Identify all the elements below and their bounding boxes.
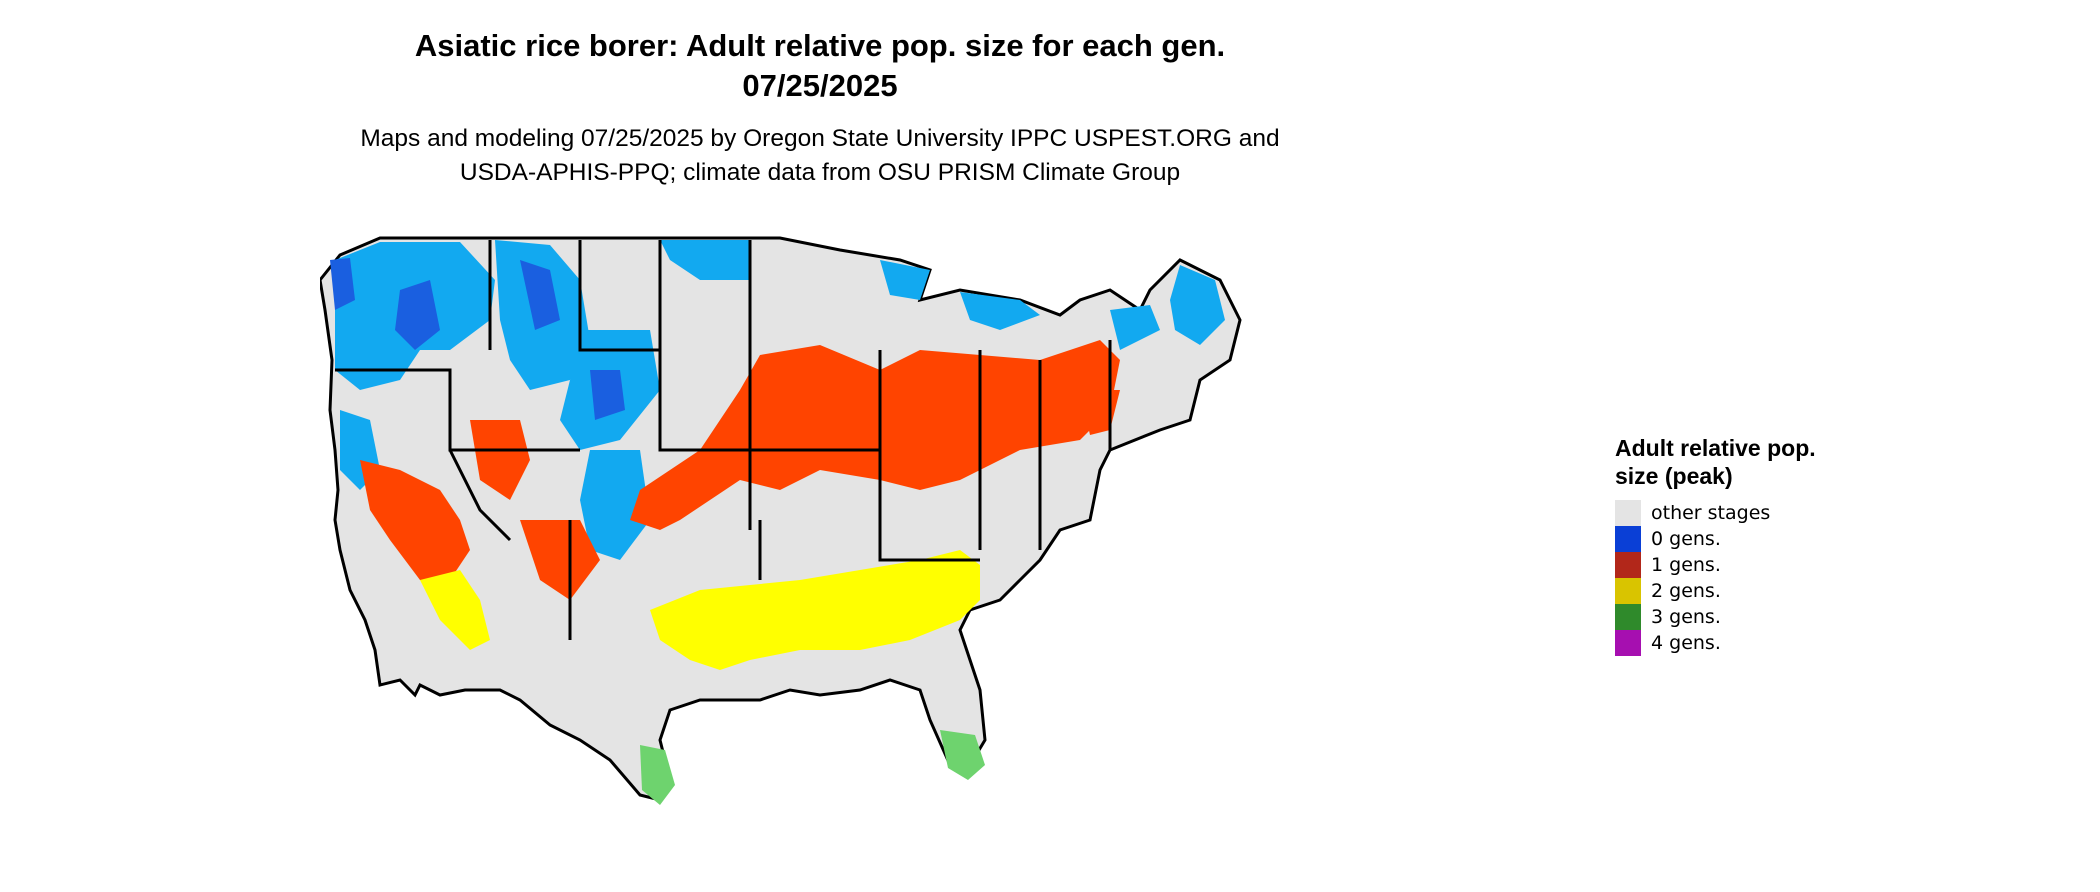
two-gen-regions bbox=[420, 550, 980, 670]
legend-item: 4 gens. bbox=[1615, 630, 1835, 656]
map-title: Asiatic rice borer: Adult relative pop. … bbox=[0, 26, 1640, 106]
legend-swatch bbox=[1615, 526, 1641, 552]
legend-title: Adult relative pop. size (peak) bbox=[1615, 435, 1816, 489]
us-generation-map bbox=[320, 236, 1242, 805]
legend-label: 4 gens. bbox=[1651, 632, 1721, 654]
legend-swatch bbox=[1615, 604, 1641, 630]
legend-item: 1 gens. bbox=[1615, 552, 1835, 578]
legend-item: 2 gens. bbox=[1615, 578, 1835, 604]
subtitle-line-2: USDA-APHIS-PPQ; climate data from OSU PR… bbox=[459, 159, 1181, 186]
legend-label: 1 gens. bbox=[1651, 554, 1721, 576]
map-subtitle: Maps and modeling 07/25/2025 by Oregon S… bbox=[0, 122, 1640, 190]
state-borders bbox=[335, 240, 1112, 640]
legend-label: other stages bbox=[1651, 502, 1771, 524]
legend-swatch bbox=[1615, 500, 1641, 526]
subtitle-line-1: Maps and modeling 07/25/2025 by Oregon S… bbox=[360, 125, 1280, 152]
zero-gen-dark-regions bbox=[330, 258, 625, 420]
legend-swatch bbox=[1615, 630, 1641, 656]
title-line-1: Asiatic rice borer: Adult relative pop. … bbox=[414, 28, 1226, 63]
legend-swatch bbox=[1615, 552, 1641, 578]
legend-item: 3 gens. bbox=[1615, 604, 1835, 630]
legend-label: 2 gens. bbox=[1651, 580, 1721, 602]
legend-items: other stages 0 gens. 1 gens. 2 gens. 3 gens.… bbox=[1615, 500, 1835, 656]
legend: Adult relative pop. size (peak) other st… bbox=[1615, 434, 1835, 656]
legend-label: 3 gens. bbox=[1651, 606, 1721, 628]
three-gen-regions bbox=[640, 730, 985, 805]
legend-swatch bbox=[1615, 578, 1641, 604]
legend-label: 0 gens. bbox=[1651, 528, 1721, 550]
one-gen-regions bbox=[360, 340, 1120, 600]
legend-item: 0 gens. bbox=[1615, 526, 1835, 552]
legend-item: other stages bbox=[1615, 500, 1835, 526]
title-date: 07/25/2025 bbox=[742, 68, 898, 103]
